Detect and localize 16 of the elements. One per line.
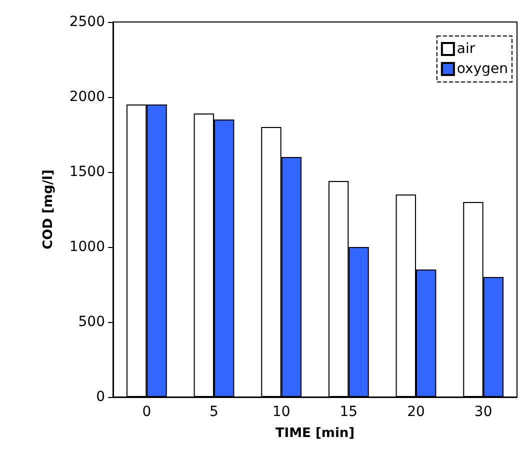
y-tick-label: 0 <box>96 389 105 405</box>
legend-label: oxygen <box>456 61 508 77</box>
legend-label: air <box>456 41 476 57</box>
y-axis-title: COD [mg/l] <box>41 170 56 250</box>
x-axis-title: TIME [min] <box>275 426 355 441</box>
y-tick-label: 2000 <box>69 89 105 105</box>
x-tick-label: 30 <box>474 404 492 420</box>
y-tick-label: 1500 <box>69 164 105 180</box>
x-tick-label: 5 <box>210 404 218 420</box>
x-tick-label: 20 <box>407 404 425 420</box>
x-tick-label: 0 <box>142 404 152 420</box>
x-tick-label: 10 <box>272 404 290 420</box>
y-tick-label: 2500 <box>69 14 105 30</box>
x-tick-label: 15 <box>340 404 358 420</box>
y-tick-label: 1000 <box>69 239 105 255</box>
y-tick-label: 500 <box>78 314 105 330</box>
